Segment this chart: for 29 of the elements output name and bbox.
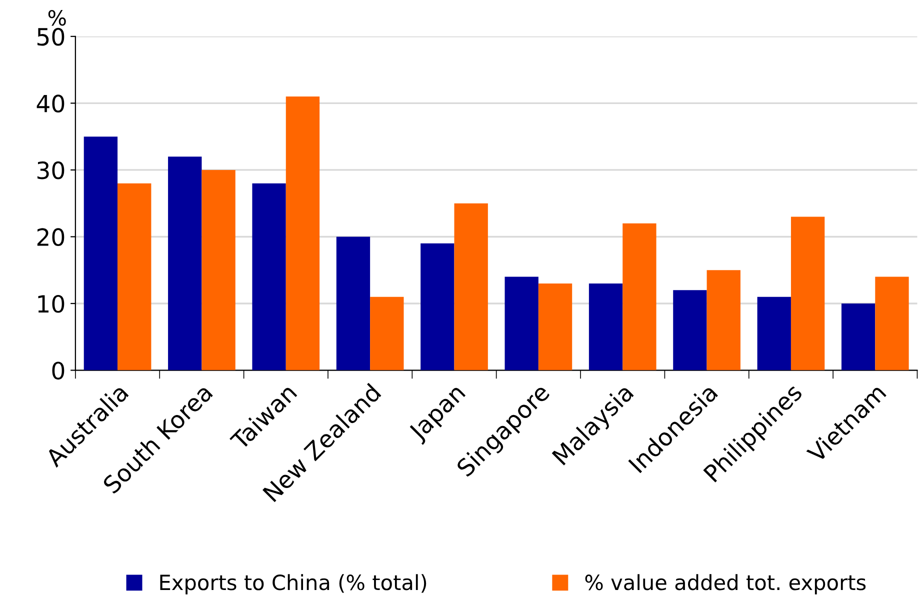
bar (336, 236, 370, 370)
bar (706, 270, 740, 370)
bar (168, 156, 202, 370)
bar (202, 170, 236, 370)
bar (538, 283, 572, 370)
bar (757, 296, 791, 370)
y-tick-label: 30 (37, 161, 64, 180)
bar (790, 216, 825, 370)
bar (841, 304, 876, 370)
y-axis-title: % (48, 10, 66, 26)
legend-label: % value added tot. exports (585, 574, 866, 594)
bar (673, 290, 707, 370)
bar (118, 183, 152, 370)
bar (252, 183, 286, 370)
y-tick-label: 50 (37, 28, 64, 46)
bar (84, 136, 118, 370)
bar (286, 96, 320, 370)
y-tick-label: 20 (37, 228, 64, 246)
y-tick-label: 10 (38, 294, 64, 313)
bar (420, 243, 454, 370)
bar (504, 276, 538, 370)
legend-label: Exports to China (% total) (160, 574, 426, 594)
bar (588, 283, 623, 370)
bar (622, 223, 656, 370)
bar (370, 296, 404, 370)
y-tick-label: 40 (36, 94, 64, 112)
y-tick-label: 0 (52, 362, 64, 380)
bar (875, 276, 909, 370)
bar (454, 203, 488, 370)
